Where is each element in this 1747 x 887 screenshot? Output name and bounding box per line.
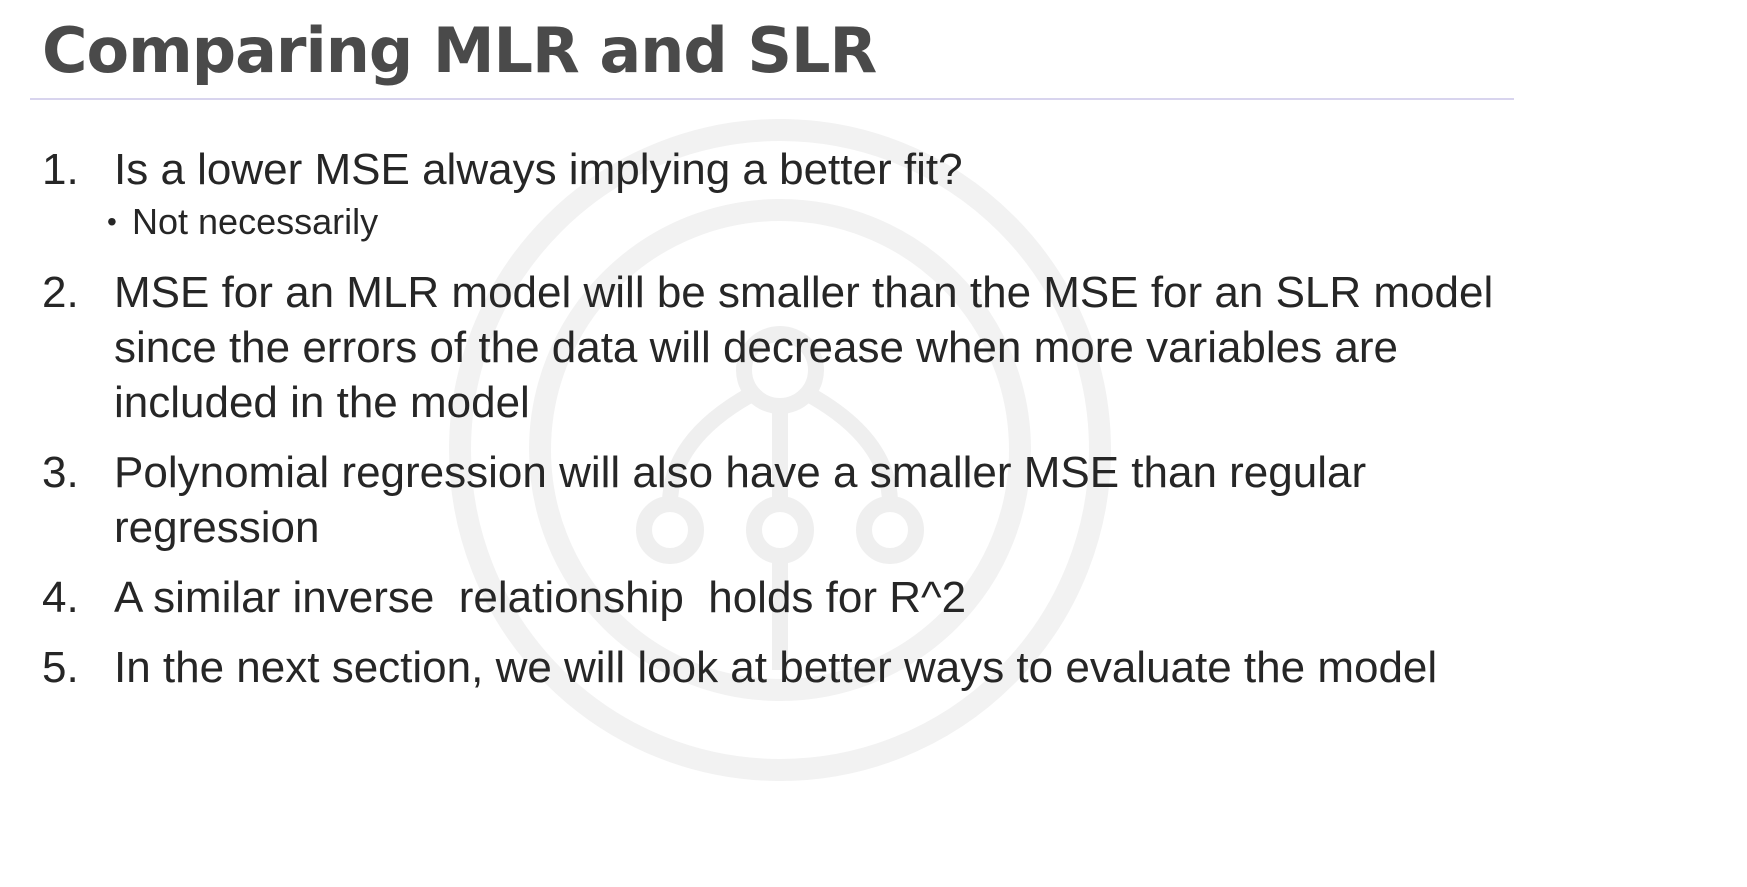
list-item-text: A similar inverse relationship holds for… (114, 573, 967, 622)
list-item-3: 3. Polynomial regression will also have … (42, 445, 1522, 555)
list-number: 4. (42, 573, 79, 622)
title-divider (30, 98, 1514, 100)
list-number: 1. (42, 145, 79, 194)
list-item-1: 1. Is a lower MSE always implying a bett… (42, 142, 1522, 197)
list-item-text: MSE for an MLR model will be smaller tha… (114, 268, 1494, 427)
list-number: 5. (42, 643, 79, 692)
list-item-4: 4. A similar inverse relationship holds … (42, 570, 1522, 625)
list-item-5: 5. In the next section, we will look at … (42, 640, 1522, 695)
bullet-dot-icon: • (107, 206, 117, 237)
sub-bullet-item: • Not necessarily (107, 199, 1522, 245)
list-number: 3. (42, 448, 79, 497)
list-number: 2. (42, 268, 79, 317)
slide-title: Comparing MLR and SLR (42, 14, 877, 87)
list-item-2: 2. MSE for an MLR model will be smaller … (42, 265, 1522, 430)
list-item-text: In the next section, we will look at bet… (114, 643, 1438, 692)
numbered-list: 1. Is a lower MSE always implying a bett… (42, 142, 1522, 710)
sub-bullet-list: • Not necessarily (42, 199, 1522, 245)
list-item-text: Polynomial regression will also have a s… (114, 448, 1367, 552)
sub-bullet-text: Not necessarily (132, 201, 379, 242)
list-item-text: Is a lower MSE always implying a better … (114, 145, 963, 194)
